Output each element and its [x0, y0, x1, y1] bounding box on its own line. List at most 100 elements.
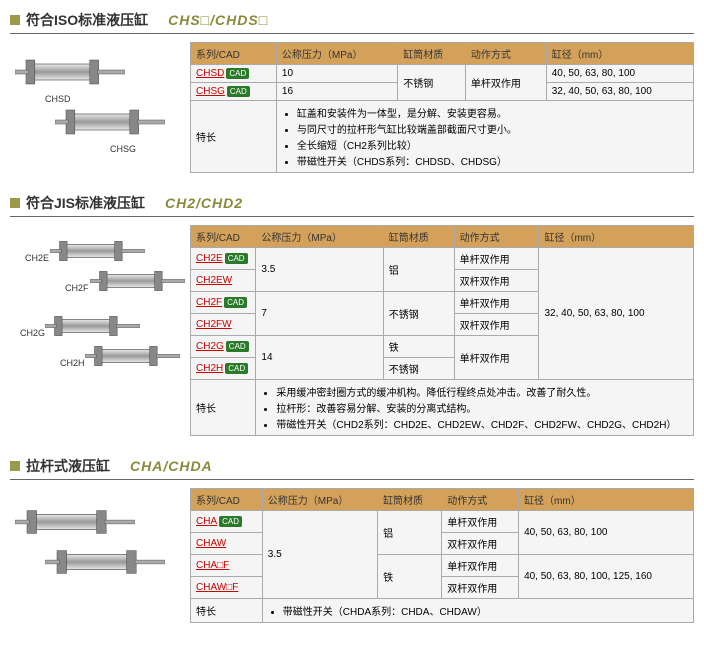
action-cell: 单杆双作用	[454, 248, 539, 270]
col-header: 动作方式	[465, 43, 546, 65]
feature-item: 缸盖和安装件为一体型，是分解、安装更容易。	[297, 105, 688, 120]
series-link[interactable]: CHA	[196, 516, 217, 527]
pressure-cell: 10	[276, 65, 397, 83]
feature-label: 特长	[191, 380, 256, 436]
action-cell: 单杆双作用	[442, 511, 519, 533]
image-area: CHSD CHSG	[10, 42, 180, 173]
table-row: CHSDCAD10不锈钢单杆双作用40, 50, 63, 80, 100	[191, 65, 694, 83]
feature-item: 拉杆形：改善容易分解、安装的分离式结构。	[276, 400, 688, 415]
pressure-cell: 3.5	[256, 248, 383, 292]
material-cell: 铝	[378, 511, 442, 555]
action-cell: 单杆双作用	[442, 555, 519, 577]
cad-badge: CAD	[227, 86, 250, 97]
table-row: CHACAD3.5铝单杆双作用40, 50, 63, 80, 100	[191, 511, 694, 533]
feature-item: 带磁性开关（CHDA系列：CHDA、CHDAW）	[283, 603, 688, 618]
bullet-icon	[10, 461, 20, 471]
table-row: CH2ECAD3.5铝单杆双作用32, 40, 50, 63, 80, 100	[191, 248, 694, 270]
col-header: 公称压力（MPa）	[256, 226, 383, 248]
cad-badge: CAD	[225, 253, 248, 264]
title-en: CHS□/CHDS□	[168, 12, 268, 28]
col-header: 动作方式	[442, 489, 519, 511]
col-header: 缸筒材质	[378, 489, 442, 511]
material-cell: 不锈钢	[383, 358, 454, 380]
feature-item: 采用缓冲密封圈方式的缓冲机构。降低行程终点处冲击。改善了耐久性。	[276, 384, 688, 399]
feature-item: 与同尺寸的拉杆形气缸比较端盖部截面尺寸更小。	[297, 121, 688, 136]
series-link[interactable]: CHAW□F	[196, 582, 238, 593]
section: 符合JIS标准液压缸 CH2/CHD2 CH2E CH2F CH2G	[10, 193, 694, 436]
series-link[interactable]: CHA□F	[196, 560, 229, 571]
section-header: 符合ISO标准液压缸 CHS□/CHDS□	[10, 10, 694, 34]
material-cell: 不锈钢	[383, 292, 454, 336]
feature-list: 采用缓冲密封圈方式的缓冲机构。降低行程终点处冲击。改善了耐久性。拉杆形：改善容易…	[261, 384, 688, 431]
action-cell: 双杆双作用	[442, 533, 519, 555]
spec-table: 系列/CAD公称压力（MPa）缸筒材质动作方式缸径（mm）CH2ECAD3.5铝…	[190, 225, 694, 436]
title-zh: 拉杆式液压缸	[26, 456, 110, 476]
pressure-cell: 14	[256, 336, 383, 380]
material-cell: 铝	[383, 248, 454, 292]
col-header: 公称压力（MPa）	[262, 489, 377, 511]
feature-list: 缸盖和安装件为一体型，是分解、安装更容易。与同尺寸的拉杆形气缸比较端盖部截面尺寸…	[282, 105, 688, 168]
image-area	[10, 488, 180, 623]
col-header: 缸筒材质	[398, 43, 466, 65]
col-header: 动作方式	[454, 226, 539, 248]
action-cell: 单杆双作用	[454, 336, 539, 380]
feature-label: 特长	[191, 101, 277, 173]
section: 符合ISO标准液压缸 CHS□/CHDS□ CHSD CHSG 系列/CAD公称…	[10, 10, 694, 173]
action-cell: 双杆双作用	[454, 314, 539, 336]
series-link[interactable]: CHAW	[196, 538, 226, 549]
material-cell: 铁	[383, 336, 454, 358]
img-label: CH2E	[25, 253, 49, 263]
feature-cell: 带磁性开关（CHDA系列：CHDA、CHDAW）	[262, 599, 693, 623]
series-link[interactable]: CH2H	[196, 363, 223, 374]
series-link[interactable]: CHSG	[196, 86, 225, 97]
title-zh: 符合JIS标准液压缸	[26, 193, 145, 213]
img-label: CH2G	[20, 328, 45, 338]
series-link[interactable]: CH2F	[196, 297, 222, 308]
cad-badge: CAD	[226, 68, 249, 79]
pressure-cell: 7	[256, 292, 383, 336]
col-header: 缸径（mm）	[539, 226, 694, 248]
cad-badge: CAD	[225, 363, 248, 374]
section-header: 符合JIS标准液压缸 CH2/CHD2	[10, 193, 694, 217]
material-cell: 铁	[378, 555, 442, 599]
cad-badge: CAD	[226, 341, 249, 352]
section: 拉杆式液压缸 CHA/CHDA 系列/CAD公称压力（MPa）缸筒材质动作方式缸…	[10, 456, 694, 623]
material-cell: 不锈钢	[398, 65, 466, 101]
bore-cell: 32, 40, 50, 63, 80, 100	[539, 248, 694, 380]
bore-cell: 40, 50, 63, 80, 100	[546, 65, 693, 83]
feature-item: 全长缩短（CH2系列比较）	[297, 137, 688, 152]
img-label: CH2H	[60, 358, 85, 368]
bullet-icon	[10, 15, 20, 25]
action-cell: 单杆双作用	[454, 292, 539, 314]
bullet-icon	[10, 198, 20, 208]
col-header: 系列/CAD	[191, 226, 256, 248]
action-cell: 双杆双作用	[442, 577, 519, 599]
bore-cell: 40, 50, 63, 80, 100	[519, 511, 694, 555]
series-link[interactable]: CH2G	[196, 341, 224, 352]
feature-cell: 采用缓冲密封圈方式的缓冲机构。降低行程终点处冲击。改善了耐久性。拉杆形：改善容易…	[256, 380, 694, 436]
series-link[interactable]: CH2EW	[196, 275, 232, 286]
spec-table: 系列/CAD公称压力（MPa）缸筒材质动作方式缸径（mm）CHACAD3.5铝单…	[190, 488, 694, 623]
bore-cell: 32, 40, 50, 63, 80, 100	[546, 83, 693, 101]
col-header: 缸径（mm）	[546, 43, 693, 65]
series-link[interactable]: CH2FW	[196, 319, 232, 330]
col-header: 系列/CAD	[191, 489, 263, 511]
feature-list: 带磁性开关（CHDA系列：CHDA、CHDAW）	[268, 603, 688, 618]
title-en: CHA/CHDA	[130, 458, 213, 474]
col-header: 缸径（mm）	[519, 489, 694, 511]
feature-item: 带磁性开关（CHDS系列：CHDSD、CHDSG）	[297, 153, 688, 168]
series-link[interactable]: CH2E	[196, 253, 223, 264]
series-link[interactable]: CHSD	[196, 68, 224, 79]
feature-cell: 缸盖和安装件为一体型，是分解、安装更容易。与同尺寸的拉杆形气缸比较端盖部截面尺寸…	[276, 101, 693, 173]
feature-label: 特长	[191, 599, 263, 623]
pressure-cell: 16	[276, 83, 397, 101]
title-zh: 符合ISO标准液压缸	[26, 10, 148, 30]
action-cell: 双杆双作用	[454, 270, 539, 292]
section-header: 拉杆式液压缸 CHA/CHDA	[10, 456, 694, 480]
cad-badge: CAD	[224, 297, 247, 308]
img-label: CHSG	[110, 144, 136, 154]
bore-cell: 40, 50, 63, 80, 100, 125, 160	[519, 555, 694, 599]
col-header: 公称压力（MPa）	[276, 43, 397, 65]
cad-badge: CAD	[219, 516, 242, 527]
img-label: CH2F	[65, 283, 89, 293]
